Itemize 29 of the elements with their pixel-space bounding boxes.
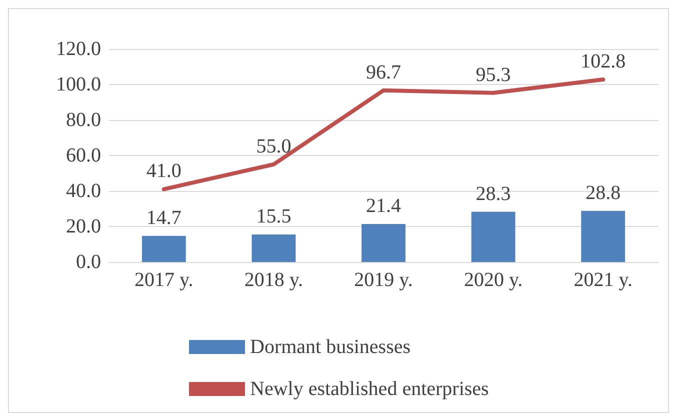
y-tick-label: 100.0 <box>56 74 101 96</box>
data-label: 41.0 <box>146 160 182 182</box>
bar <box>142 236 186 262</box>
y-tick-label: 40.0 <box>66 180 101 202</box>
bar <box>581 210 626 262</box>
legend-label: Newly established enterprises <box>250 378 490 400</box>
data-label: 102.8 <box>580 50 626 73</box>
x-tick-label: 2017 y. <box>134 269 194 291</box>
legend-label: Dormant businesses <box>250 336 411 358</box>
bar <box>471 212 516 262</box>
y-tick-label: 80.0 <box>66 109 101 131</box>
x-tick-label: 2019 y. <box>354 269 413 291</box>
data-label: 28.8 <box>586 182 621 204</box>
x-tick-label: 2021 y. <box>574 269 632 291</box>
y-tick-label: 60.0 <box>66 144 101 166</box>
x-tick-label: 2018 y. <box>244 269 304 291</box>
data-label: 21.4 <box>366 195 401 218</box>
data-label: 14.7 <box>146 206 182 229</box>
y-tick-label: 120.0 <box>56 38 101 60</box>
x-tick-label: 2020 y. <box>464 269 523 291</box>
y-tick-label: 20.0 <box>66 216 101 238</box>
bar <box>362 224 406 262</box>
data-label: 28.3 <box>476 182 511 205</box>
data-label: 55.0 <box>256 135 292 158</box>
data-label: 95.3 <box>476 64 511 86</box>
data-label: 15.5 <box>256 205 292 228</box>
bar <box>252 234 296 262</box>
y-tick-label: 0.0 <box>76 251 101 273</box>
data-label: 96.7 <box>366 61 401 84</box>
